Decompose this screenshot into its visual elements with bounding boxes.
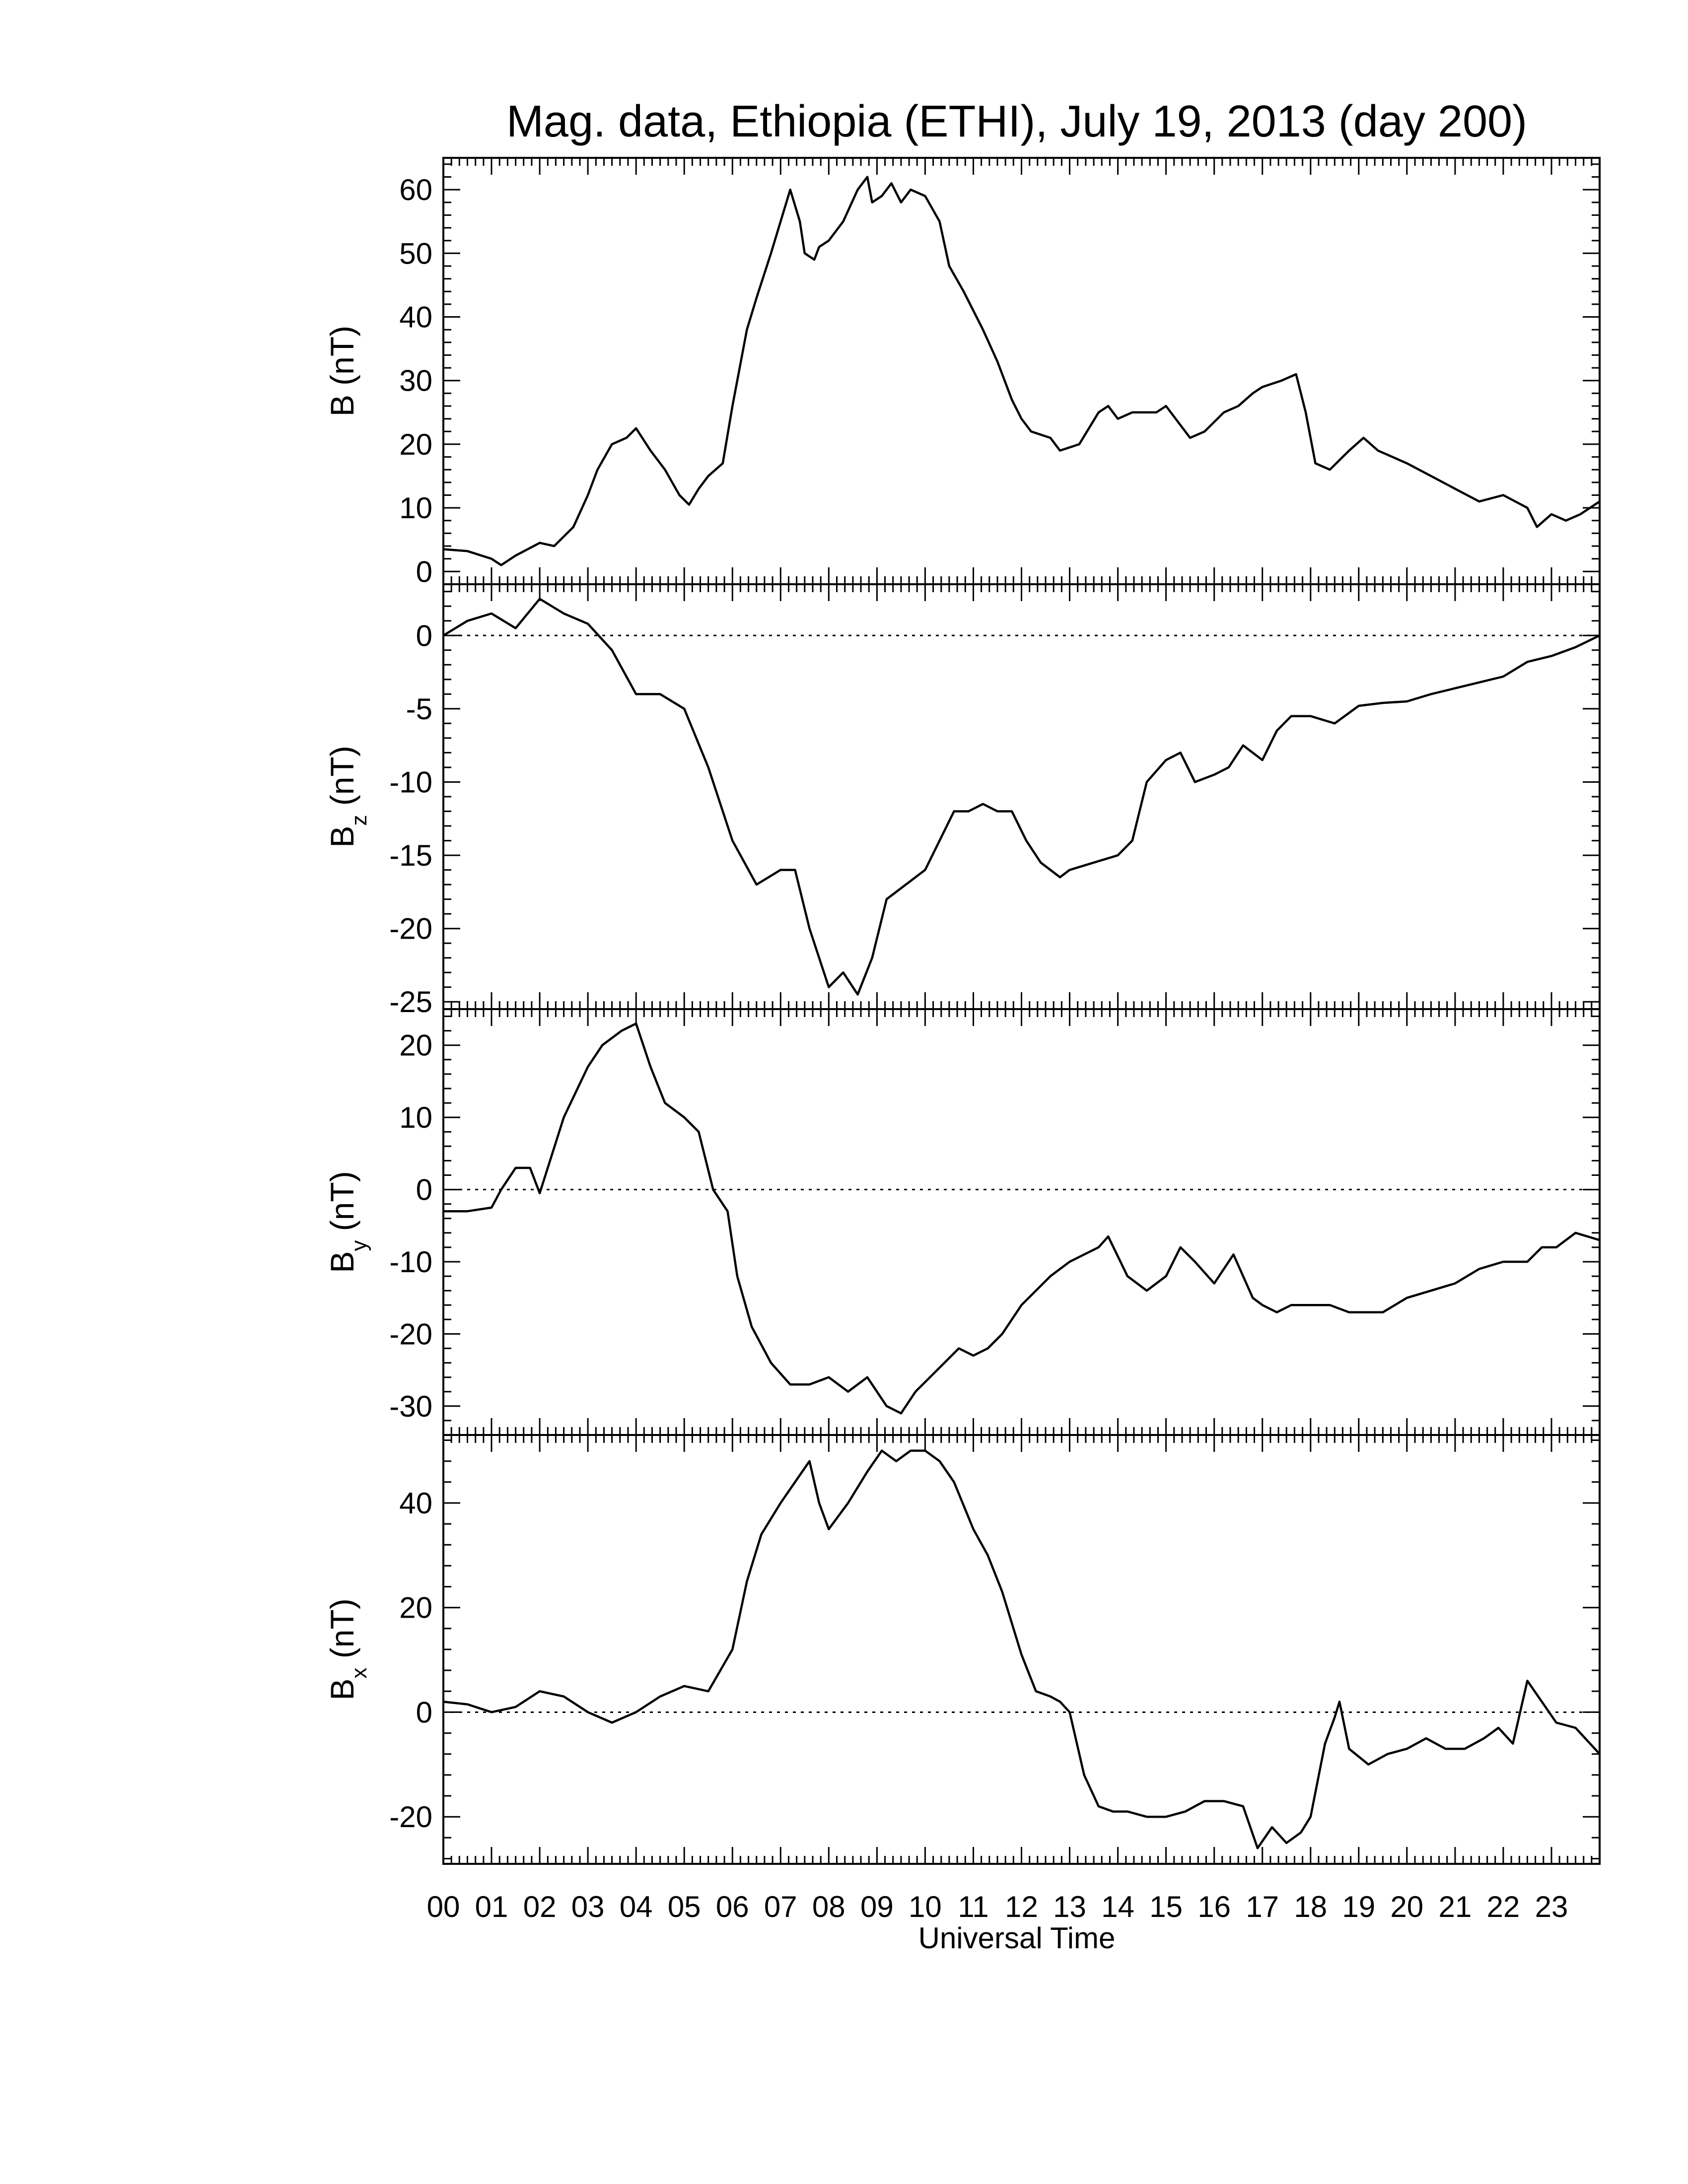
x-tick-labels: 00 01 02 03 04 05 06 07 08 09 10 11 12 13 14 15 16 17 18 19… (427, 1890, 1568, 1923)
y-axis-label: By (nT) (324, 1171, 371, 1273)
y-tick-label: 20 (399, 1591, 432, 1625)
y-tick-label: 0 (416, 1696, 432, 1729)
y-tick-label: 60 (399, 173, 432, 206)
x-tick-label: 23 (1535, 1890, 1568, 1923)
y-axis-label-subscript: z (347, 815, 371, 826)
y-tick-label: 0 (416, 1173, 432, 1207)
y-tick-label: 40 (399, 301, 432, 334)
x-tick-label: 20 (1390, 1890, 1423, 1923)
y-tick-label: 20 (399, 428, 432, 461)
y-axis-label-unit: (nT) (324, 1171, 360, 1240)
x-tick-label: 19 (1342, 1890, 1375, 1923)
x-tick-label: 01 (475, 1890, 508, 1923)
y-tick-label: -20 (389, 1800, 432, 1834)
panel-frame (442, 1434, 1601, 1865)
y-tick-label: -30 (389, 1390, 432, 1423)
x-tick-label: 13 (1053, 1890, 1086, 1923)
x-tick-label: 02 (523, 1890, 557, 1923)
y-tick-label: -20 (389, 912, 432, 946)
y-axis-label-unit: (nT) (324, 1598, 360, 1667)
y-tick-label: 30 (399, 364, 432, 398)
y-axis-label: Bz (nT) (324, 746, 371, 847)
x-tick-label: 14 (1101, 1890, 1134, 1923)
y-tick-label: -15 (389, 839, 432, 872)
x-tick-label: 16 (1197, 1890, 1231, 1923)
x-tick-label: 15 (1149, 1890, 1183, 1923)
y-tick-label: 50 (399, 237, 432, 270)
y-axis-label-subscript: y (347, 1240, 371, 1251)
y-axis-label-symbol: B (324, 826, 360, 848)
panel-2: 0 -5 -10 -15 -20 -25 Bz (nT) (324, 583, 1601, 1019)
x-tick-label: 09 (860, 1890, 894, 1923)
x-tick-label: 00 (427, 1890, 460, 1923)
x-tick-label: 04 (620, 1890, 653, 1923)
y-tick-label: -10 (389, 1245, 432, 1279)
y-tick-label: 10 (399, 1101, 432, 1134)
y-ticks-panel-2 (443, 591, 1600, 1003)
y-axis-label-symbol: B (324, 1251, 360, 1273)
y-tick-label: -20 (389, 1317, 432, 1351)
panel-1: 0 10 20 30 40 50 60 B (nT) (324, 157, 1601, 588)
y-tick-label: -10 (389, 766, 432, 799)
x-tick-label: 18 (1294, 1890, 1327, 1923)
data-series-line (443, 1449, 1601, 1849)
y-tick-label: -5 (406, 692, 432, 726)
x-tick-label: 05 (668, 1890, 701, 1923)
data-series-line (442, 598, 1600, 996)
x-tick-label: 07 (764, 1890, 797, 1923)
y-tick-label: 0 (416, 619, 432, 652)
x-tick-label: 03 (571, 1890, 605, 1923)
x-tick-label: 17 (1246, 1890, 1279, 1923)
data-series-line (443, 1022, 1600, 1415)
y-tick-label: -25 (389, 985, 432, 1019)
y-axis-label: Bx (nT) (324, 1598, 371, 1700)
y-tick-label: 0 (416, 555, 432, 588)
x-tick-label: 22 (1487, 1890, 1520, 1923)
y-axis-label: B (nT) (324, 326, 360, 416)
x-tick-label: 08 (812, 1890, 845, 1923)
y-axis-label-unit: (nT) (324, 746, 360, 815)
x-tick-label: 21 (1439, 1890, 1472, 1923)
y-tick-label: 20 (399, 1029, 432, 1062)
x-axis-label: Universal Time (918, 1921, 1116, 1955)
x-tick-label: 11 (958, 1890, 988, 1923)
y-tick-label: 40 (399, 1487, 432, 1520)
y-axis-label-symbol: B (324, 1679, 360, 1701)
panel-4: 40 20 0 -20 Bx (nT) (324, 1434, 1601, 1865)
x-tick-label: 06 (716, 1890, 749, 1923)
data-series-line (443, 176, 1601, 566)
x-tick-label: 12 (1005, 1890, 1038, 1923)
chart-title: Mag. data, Ethiopia (ETHI), July 19, 201… (506, 97, 1527, 146)
y-axis-label-subscript: x (347, 1668, 371, 1679)
y-tick-label: 10 (399, 491, 432, 525)
panels: 0 10 20 30 40 50 60 B (nT) 0 -5 -10 -15 -20 -25 Bz (nT… (324, 157, 1601, 1865)
x-tick-label: 10 (909, 1890, 942, 1923)
